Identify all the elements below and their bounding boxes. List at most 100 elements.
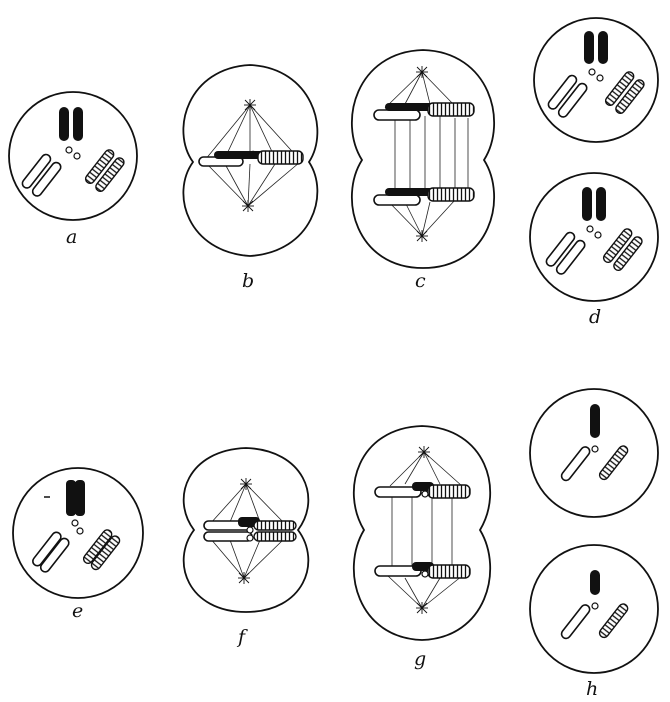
black-chromosome <box>596 187 606 221</box>
centriole <box>594 231 602 239</box>
centriole <box>591 445 599 453</box>
interzonal-fibers <box>394 116 469 190</box>
panel-c: c <box>350 49 496 292</box>
black-chromosome <box>75 480 85 516</box>
black-chromosome <box>385 188 435 196</box>
interzonal-fibers <box>391 496 453 567</box>
hatched-chromosome <box>253 531 297 542</box>
aster <box>244 99 256 111</box>
hatched-chromosome <box>82 529 113 565</box>
white-chromosome <box>31 161 62 197</box>
centriole <box>596 74 604 82</box>
white-chromosome <box>560 604 591 640</box>
aster <box>238 572 250 584</box>
hatched-chromosome <box>84 149 115 185</box>
spindle-fibers <box>209 483 286 579</box>
centriole <box>421 490 429 498</box>
centriole <box>246 534 254 542</box>
centriole <box>76 527 84 535</box>
spindle-fibers <box>384 71 456 237</box>
black-chromosome <box>385 103 435 111</box>
aster <box>240 478 252 490</box>
aster <box>242 200 254 212</box>
centromere <box>249 150 257 158</box>
hatched-chromosome <box>427 564 471 579</box>
centriole <box>246 526 254 534</box>
white-chromosome <box>557 82 588 118</box>
panel-h: h <box>529 388 659 700</box>
black-chromosome <box>59 107 69 141</box>
aster <box>416 230 428 242</box>
panel-f: f <box>182 447 310 648</box>
cell-membrane <box>529 544 659 674</box>
cell-membrane <box>529 388 659 518</box>
hatched-chromosome <box>598 603 629 639</box>
panel-label-b: b <box>242 270 254 292</box>
cell-membrane <box>352 425 492 641</box>
cell-membrane <box>182 447 310 613</box>
black-chromosome <box>214 151 264 159</box>
black-chromosome <box>582 187 592 221</box>
white-chromosome <box>555 239 586 275</box>
hatched-chromosome <box>427 484 471 499</box>
hatched-chromosome <box>602 228 633 264</box>
aster <box>416 66 428 78</box>
white-chromosome <box>39 537 70 573</box>
panel-label-h: h <box>586 678 598 700</box>
panel-a: a <box>8 91 138 248</box>
hatched-chromosome <box>427 102 475 117</box>
hatched-chromosome <box>257 150 304 165</box>
panel-label-f: f <box>236 626 248 648</box>
hatched-chromosome <box>613 236 643 272</box>
centriole <box>591 602 599 610</box>
panel-label-d: d <box>589 306 601 328</box>
black-chromosome <box>584 31 594 64</box>
centriole <box>73 152 81 160</box>
black-chromosome <box>598 31 608 64</box>
black-chromosome <box>73 107 83 141</box>
white-chromosome <box>373 194 421 206</box>
centriole <box>588 68 596 76</box>
hatched-chromosome <box>615 79 645 115</box>
black-chromosome <box>590 570 600 595</box>
hatched-chromosome <box>604 71 635 107</box>
hatched-chromosome <box>253 520 297 531</box>
white-chromosome <box>203 531 253 542</box>
white-chromosome <box>545 231 576 267</box>
panel-d: d <box>529 17 659 328</box>
white-chromosome <box>32 531 62 567</box>
white-chromosome <box>547 74 578 110</box>
aster <box>416 602 428 614</box>
spindle-fibers <box>204 104 301 207</box>
white-chromosome <box>373 109 421 121</box>
hatched-chromosome <box>90 535 121 571</box>
spindle-fibers <box>387 451 463 609</box>
panel-e: e <box>12 467 144 622</box>
centriole <box>71 519 79 527</box>
aster <box>418 446 430 458</box>
panel-b: b <box>182 64 319 292</box>
black-chromosome <box>66 480 76 516</box>
cell-membrane <box>529 172 659 302</box>
centriole <box>421 570 429 578</box>
panel-label-g: g <box>414 648 426 670</box>
panel-label-e: e <box>72 600 83 622</box>
white-chromosome <box>560 446 591 482</box>
cell-membrane <box>12 467 144 599</box>
cell-membrane <box>533 17 659 143</box>
panel-label-a: a <box>66 226 77 248</box>
panel-g: g <box>352 425 492 670</box>
hatched-chromosome <box>95 157 125 193</box>
centriole <box>586 225 594 233</box>
hatched-chromosome <box>598 445 629 481</box>
white-chromosome <box>374 486 422 498</box>
hatched-chromosome <box>427 187 475 202</box>
white-chromosome <box>21 153 52 189</box>
centriole <box>65 146 73 154</box>
panel-label-c: c <box>415 270 426 292</box>
black-chromosome <box>590 404 600 438</box>
cell-membrane <box>8 91 138 221</box>
cell-membrane <box>182 64 319 257</box>
cell-membrane <box>350 49 496 269</box>
